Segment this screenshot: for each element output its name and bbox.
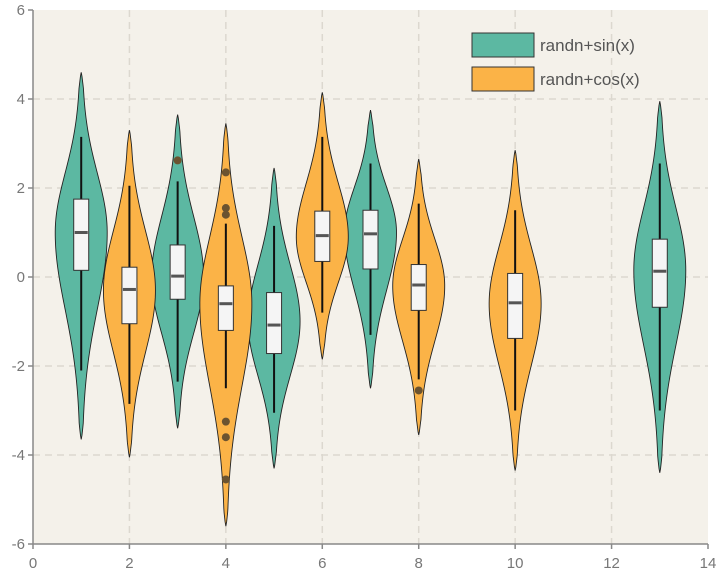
violin-randn+cos(x)-x6	[295, 92, 349, 360]
violin-randn+sin(x)-x1	[54, 72, 108, 440]
violin-randn+cos(x)-x8	[392, 158, 446, 436]
violin-randn+sin(x)-x5	[247, 167, 301, 469]
y-tick-label: -4	[12, 447, 25, 464]
legend-swatch	[471, 66, 535, 92]
violin-box	[73, 198, 90, 271]
violins	[54, 72, 687, 527]
violin-box	[362, 209, 379, 270]
y-tick-label: -6	[12, 536, 25, 553]
outlier-point	[221, 168, 230, 177]
y-tick-label: 6	[17, 2, 25, 19]
outlier-point	[173, 156, 182, 165]
outlier-point	[414, 386, 423, 395]
violin-box	[410, 264, 427, 311]
violin-box	[169, 244, 186, 300]
y-tick-label: -2	[12, 358, 25, 375]
violin-randn+sin(x)-x3	[151, 114, 205, 429]
violin-randn+cos(x)-x2	[102, 130, 156, 458]
x-tick-label: 14	[700, 555, 717, 572]
x-tick-label: 12	[603, 555, 620, 572]
violin-randn+sin(x)-x13	[633, 101, 687, 473]
legend: randn+sin(x) randn+cos(x)	[471, 32, 640, 92]
outlier-point	[221, 204, 230, 213]
outlier-point	[221, 210, 230, 219]
violin-randn+cos(x)-x10	[488, 150, 542, 471]
legend-swatch	[471, 32, 535, 58]
x-tick-label: 6	[318, 555, 326, 572]
violin-randn+cos(x)-x4	[199, 123, 253, 527]
axes: 0 2 4 6 8 10 12 14 -6 -4 -2 0 2 4 6	[12, 2, 717, 572]
x-tick-label: 4	[222, 555, 230, 572]
violin-randn+sin(x)-x7	[344, 110, 397, 389]
x-tick-label: 2	[125, 555, 133, 572]
violin-box	[121, 266, 138, 325]
violin-box	[651, 238, 668, 308]
violin-box	[266, 292, 283, 355]
x-tick-label: 8	[415, 555, 423, 572]
violin-box	[507, 272, 524, 339]
legend-label: randn+cos(x)	[540, 70, 640, 89]
violin-box	[217, 285, 234, 331]
x-tick-label: 10	[507, 555, 524, 572]
y-tick-label: 4	[17, 91, 25, 108]
outlier-point	[221, 417, 230, 426]
y-tick-label: 2	[17, 180, 25, 197]
legend-label: randn+sin(x)	[540, 36, 635, 55]
outlier-point	[221, 433, 230, 442]
outlier-point	[221, 475, 230, 484]
y-tick-label: 0	[17, 269, 25, 286]
x-tick-label: 0	[29, 555, 37, 572]
